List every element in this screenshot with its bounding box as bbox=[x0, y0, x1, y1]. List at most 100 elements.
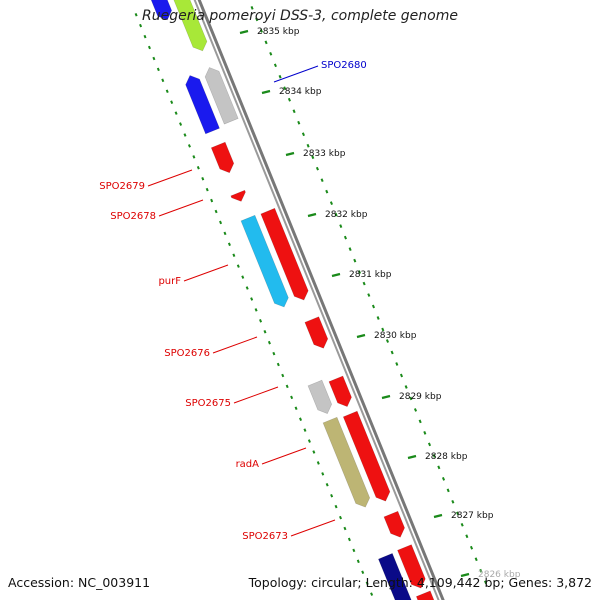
scale-tick bbox=[292, 109, 296, 114]
scale-tick bbox=[287, 97, 291, 102]
scale-label: 2832 kbp bbox=[325, 210, 368, 220]
scale-tick bbox=[297, 120, 301, 125]
gene-label[interactable]: SPO2675 bbox=[185, 398, 231, 409]
scale-tick bbox=[353, 258, 357, 263]
scale-tick bbox=[455, 511, 460, 516]
scale-tick bbox=[267, 340, 271, 345]
scale-tick bbox=[278, 74, 282, 79]
scale-tick bbox=[223, 231, 227, 236]
red-gene-3[interactable] bbox=[260, 207, 309, 301]
scale-tick bbox=[179, 122, 183, 126]
gene-label[interactable]: SPO2678 bbox=[110, 211, 156, 222]
scale-tick bbox=[356, 559, 360, 564]
scale-tick bbox=[365, 581, 369, 585]
scale-tick bbox=[264, 40, 268, 45]
label-leader-line bbox=[183, 264, 229, 282]
red-gene-7[interactable] bbox=[383, 510, 405, 538]
outer-scale-ring bbox=[250, 6, 488, 585]
scale-tick bbox=[227, 242, 231, 247]
gray-gene-2[interactable] bbox=[307, 379, 333, 414]
scale-tick bbox=[263, 329, 267, 334]
scale-tick bbox=[201, 176, 205, 181]
scale-tick bbox=[315, 166, 319, 171]
scale-tick bbox=[290, 395, 294, 400]
scale-tick bbox=[339, 515, 343, 520]
inner-scale-ring bbox=[134, 12, 377, 604]
scale-tick bbox=[273, 63, 277, 68]
radA-gene[interactable] bbox=[322, 416, 371, 508]
major-tick bbox=[381, 394, 391, 400]
scale-tick bbox=[361, 570, 365, 575]
scale-tick bbox=[236, 264, 240, 268]
scale-tick bbox=[134, 12, 138, 17]
scale-tick bbox=[165, 89, 169, 94]
scale-tick bbox=[395, 362, 399, 366]
backbone-line bbox=[193, 0, 442, 604]
major-tick bbox=[331, 272, 341, 278]
label-leader-line bbox=[233, 386, 279, 404]
scale-tick bbox=[352, 548, 356, 553]
scale-label: 2829 kbp bbox=[399, 392, 442, 402]
scale-tick bbox=[307, 439, 311, 443]
major-tick bbox=[433, 513, 443, 519]
scale-tick bbox=[451, 499, 455, 504]
map-title: Ruegeria pomeroyi DSS-3, complete genome bbox=[142, 8, 458, 24]
scale-tick bbox=[371, 304, 376, 309]
gene-label[interactable]: purF bbox=[158, 276, 181, 287]
scale-tick bbox=[404, 385, 408, 389]
green-gene[interactable] bbox=[169, 0, 208, 52]
red-gene-1[interactable] bbox=[210, 141, 235, 174]
gene-label[interactable]: radA bbox=[236, 459, 260, 470]
scale-tick bbox=[348, 247, 352, 251]
scale-label: 2833 kbp bbox=[303, 149, 346, 159]
scale-label: 2826 kbp bbox=[478, 570, 521, 580]
scale-tick bbox=[170, 100, 174, 104]
scale-tick bbox=[423, 431, 427, 435]
red-gene-6[interactable] bbox=[342, 410, 391, 502]
scale-tick bbox=[143, 34, 147, 39]
scale-tick bbox=[285, 384, 289, 389]
gene-label[interactable]: SPO2679 bbox=[99, 181, 145, 192]
scale-tick bbox=[259, 28, 263, 33]
label-leader-line bbox=[273, 65, 319, 83]
scale-tick bbox=[214, 209, 218, 214]
scale-tick bbox=[259, 319, 263, 323]
scale-tick bbox=[427, 442, 432, 447]
red-gene-8[interactable] bbox=[397, 544, 426, 589]
scale-tick bbox=[174, 111, 178, 115]
scale-tick bbox=[306, 143, 310, 148]
scale-tick bbox=[409, 396, 413, 401]
scale-tick bbox=[343, 526, 347, 531]
blue-gene[interactable] bbox=[185, 75, 220, 135]
scale-tick bbox=[276, 362, 280, 367]
scale-tick bbox=[183, 133, 187, 137]
backbone bbox=[193, 0, 447, 604]
label-leader-line bbox=[290, 519, 336, 537]
scale-tick bbox=[152, 56, 156, 61]
red-gene-4[interactable] bbox=[304, 316, 329, 349]
navy-gene[interactable] bbox=[378, 553, 414, 604]
gene-label[interactable]: SPO2673 bbox=[242, 531, 288, 542]
blue-gene-top[interactable] bbox=[146, 0, 172, 21]
scale-tick bbox=[269, 51, 273, 56]
red-gene-2[interactable] bbox=[230, 189, 246, 202]
gene-label[interactable]: SPO2680 bbox=[321, 60, 367, 71]
scale-tick bbox=[325, 189, 329, 194]
scale-tick bbox=[362, 281, 366, 286]
scale-labels: 2835 kbp 2834 kbp 2833 kbp 2832 kbp 2831 kbp… bbox=[239, 27, 521, 580]
scale-tick bbox=[474, 557, 478, 562]
red-gene-5[interactable] bbox=[328, 375, 352, 407]
scale-tick bbox=[413, 408, 418, 412]
scale-tick bbox=[381, 327, 385, 332]
gray-gene-top[interactable] bbox=[204, 67, 239, 125]
feature-track bbox=[146, 0, 436, 604]
scale-tick bbox=[479, 568, 483, 573]
scale-tick bbox=[325, 483, 329, 487]
scale-tick bbox=[245, 286, 249, 290]
purF-gene[interactable] bbox=[240, 214, 289, 308]
scale-tick bbox=[418, 419, 422, 424]
gene-label[interactable]: SPO2676 bbox=[164, 348, 210, 359]
scale-tick bbox=[465, 534, 469, 539]
scale-tick bbox=[161, 78, 165, 83]
